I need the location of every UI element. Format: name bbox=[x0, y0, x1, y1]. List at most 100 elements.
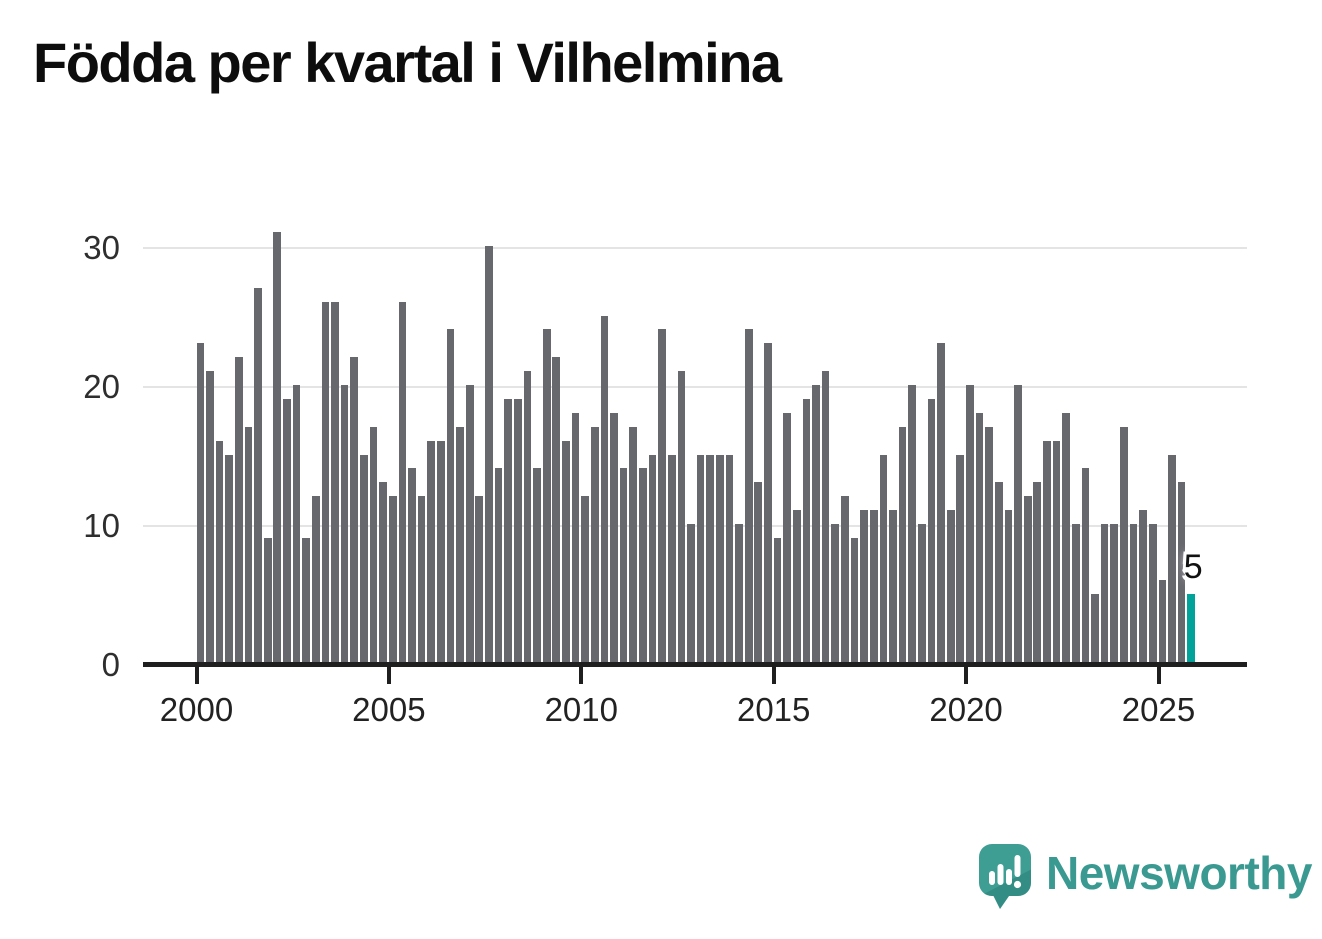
bar-2021-Q4 bbox=[1033, 482, 1042, 663]
bar-2009-Q1 bbox=[542, 329, 551, 663]
x-tick-label-2010: 2010 bbox=[544, 691, 618, 728]
bar-2001-Q3 bbox=[254, 287, 262, 663]
bar-2015-Q3 bbox=[792, 510, 801, 663]
bar-2005-Q1 bbox=[388, 496, 397, 663]
bar-2007-Q2 bbox=[475, 496, 484, 663]
bar-2024-Q4 bbox=[1148, 524, 1157, 663]
bar-2009-Q4 bbox=[571, 412, 580, 663]
bar-2023-Q1 bbox=[1081, 468, 1090, 663]
bar-2016-Q3 bbox=[831, 524, 840, 663]
bar-2021-Q2 bbox=[1014, 385, 1022, 663]
bar-2006-Q3 bbox=[446, 329, 455, 663]
bar-2017-Q2 bbox=[860, 510, 868, 663]
bar-2006-Q2 bbox=[437, 440, 445, 663]
bar-2013-Q2 bbox=[706, 454, 715, 663]
x-tick-label-2000: 2000 bbox=[159, 691, 234, 728]
bar-2000-Q2 bbox=[206, 371, 214, 663]
x-tick-2025 bbox=[1156, 667, 1161, 684]
bar-2019-Q3 bbox=[946, 510, 955, 663]
bar-2021-Q3 bbox=[1023, 496, 1032, 663]
bar-2005-Q4 bbox=[417, 496, 426, 663]
bar-2011-Q1 bbox=[619, 468, 628, 663]
bar-2008-Q3 bbox=[523, 371, 532, 663]
x-tick-label-2025: 2025 bbox=[1121, 691, 1196, 728]
bar-2014-Q3 bbox=[754, 482, 763, 663]
y-tick-label-0: 0 bbox=[101, 646, 120, 683]
y-tick-label-20: 20 bbox=[83, 368, 120, 405]
bar-2020-Q4 bbox=[994, 482, 1003, 663]
bar-2023-Q3 bbox=[1100, 524, 1109, 663]
bar-2010-Q4 bbox=[610, 412, 618, 663]
bar-2023-Q2 bbox=[1091, 593, 1099, 663]
y-tick-label-30: 30 bbox=[83, 229, 120, 266]
bar-2004-Q1 bbox=[350, 357, 359, 663]
bar-2024-Q3 bbox=[1139, 510, 1147, 663]
bar-2010-Q1 bbox=[581, 496, 589, 663]
bar-2016-Q4 bbox=[841, 496, 849, 663]
bar-2025-Q4 bbox=[1187, 593, 1196, 663]
bar-2007-Q3 bbox=[485, 246, 493, 663]
bar-2022-Q4 bbox=[1071, 524, 1080, 663]
bar-2002-Q4 bbox=[302, 537, 310, 663]
bar-2010-Q3 bbox=[600, 315, 609, 663]
bar-2008-Q4 bbox=[533, 468, 541, 663]
bar-2018-Q3 bbox=[908, 385, 917, 663]
bar-2005-Q3 bbox=[408, 468, 416, 663]
bar-2001-Q2 bbox=[244, 426, 253, 663]
bar-2010-Q2 bbox=[590, 426, 599, 663]
bar-2005-Q2 bbox=[398, 301, 407, 663]
bar-2024-Q2 bbox=[1129, 524, 1138, 663]
x-tick-label-2015: 2015 bbox=[736, 691, 811, 728]
bar-2012-Q3 bbox=[677, 371, 686, 663]
bar-2009-Q3 bbox=[562, 440, 570, 663]
bar-2003-Q2 bbox=[321, 301, 330, 663]
bar-2002-Q2 bbox=[283, 398, 291, 663]
newsworthy-logo-text: Newsworthy bbox=[1046, 847, 1312, 899]
bar-2017-Q4 bbox=[879, 454, 888, 663]
bar-2014-Q4 bbox=[764, 343, 772, 663]
bar-2022-Q3 bbox=[1062, 412, 1070, 663]
bar-2013-Q4 bbox=[725, 454, 734, 663]
bar-2020-Q1 bbox=[966, 385, 974, 663]
bar-2004-Q2 bbox=[360, 454, 368, 663]
bar-2000-Q3 bbox=[215, 440, 224, 663]
bar-2007-Q4 bbox=[494, 468, 503, 663]
bar-2014-Q2 bbox=[744, 329, 753, 663]
bar-2025-Q3 bbox=[1177, 482, 1186, 663]
bar-2017-Q1 bbox=[850, 537, 859, 663]
x-tick-2005 bbox=[386, 667, 391, 684]
bar-2003-Q4 bbox=[340, 385, 349, 663]
bar-2024-Q1 bbox=[1120, 426, 1128, 663]
y-tick-label-10: 10 bbox=[83, 507, 120, 544]
x-tick-2020 bbox=[964, 667, 969, 684]
x-axis-line bbox=[143, 662, 1247, 667]
bar-2008-Q1 bbox=[504, 398, 513, 663]
gridline-y-20 bbox=[143, 386, 1247, 388]
newsworthy-logo: Newsworthy bbox=[978, 843, 1312, 913]
bar-2013-Q3 bbox=[715, 454, 724, 663]
bar-2003-Q3 bbox=[331, 301, 339, 663]
x-tick-label-2020: 2020 bbox=[929, 691, 1003, 728]
bar-2011-Q2 bbox=[629, 426, 638, 663]
x-tick-2015 bbox=[771, 667, 776, 684]
bar-2006-Q1 bbox=[427, 440, 436, 663]
x-tick-label-2005: 2005 bbox=[352, 691, 426, 728]
bar-2023-Q4 bbox=[1110, 524, 1119, 663]
bar-2018-Q4 bbox=[918, 524, 926, 663]
x-tick-2010 bbox=[579, 667, 584, 684]
bar-2004-Q4 bbox=[379, 482, 387, 663]
bar-2013-Q1 bbox=[696, 454, 705, 663]
bar-2004-Q3 bbox=[369, 426, 378, 663]
gridline-y-30 bbox=[143, 247, 1247, 249]
bar-2000-Q1 bbox=[196, 343, 205, 663]
bar-2021-Q1 bbox=[1004, 510, 1013, 663]
chart-title: Födda per kvartal i Vilhelmina bbox=[33, 31, 782, 94]
bar-2001-Q4 bbox=[263, 537, 272, 663]
bar-2012-Q2 bbox=[667, 454, 676, 663]
bar-2007-Q1 bbox=[465, 385, 474, 663]
bar-2016-Q2 bbox=[821, 371, 830, 663]
bar-2020-Q3 bbox=[985, 426, 994, 663]
x-tick-2000 bbox=[194, 667, 199, 684]
